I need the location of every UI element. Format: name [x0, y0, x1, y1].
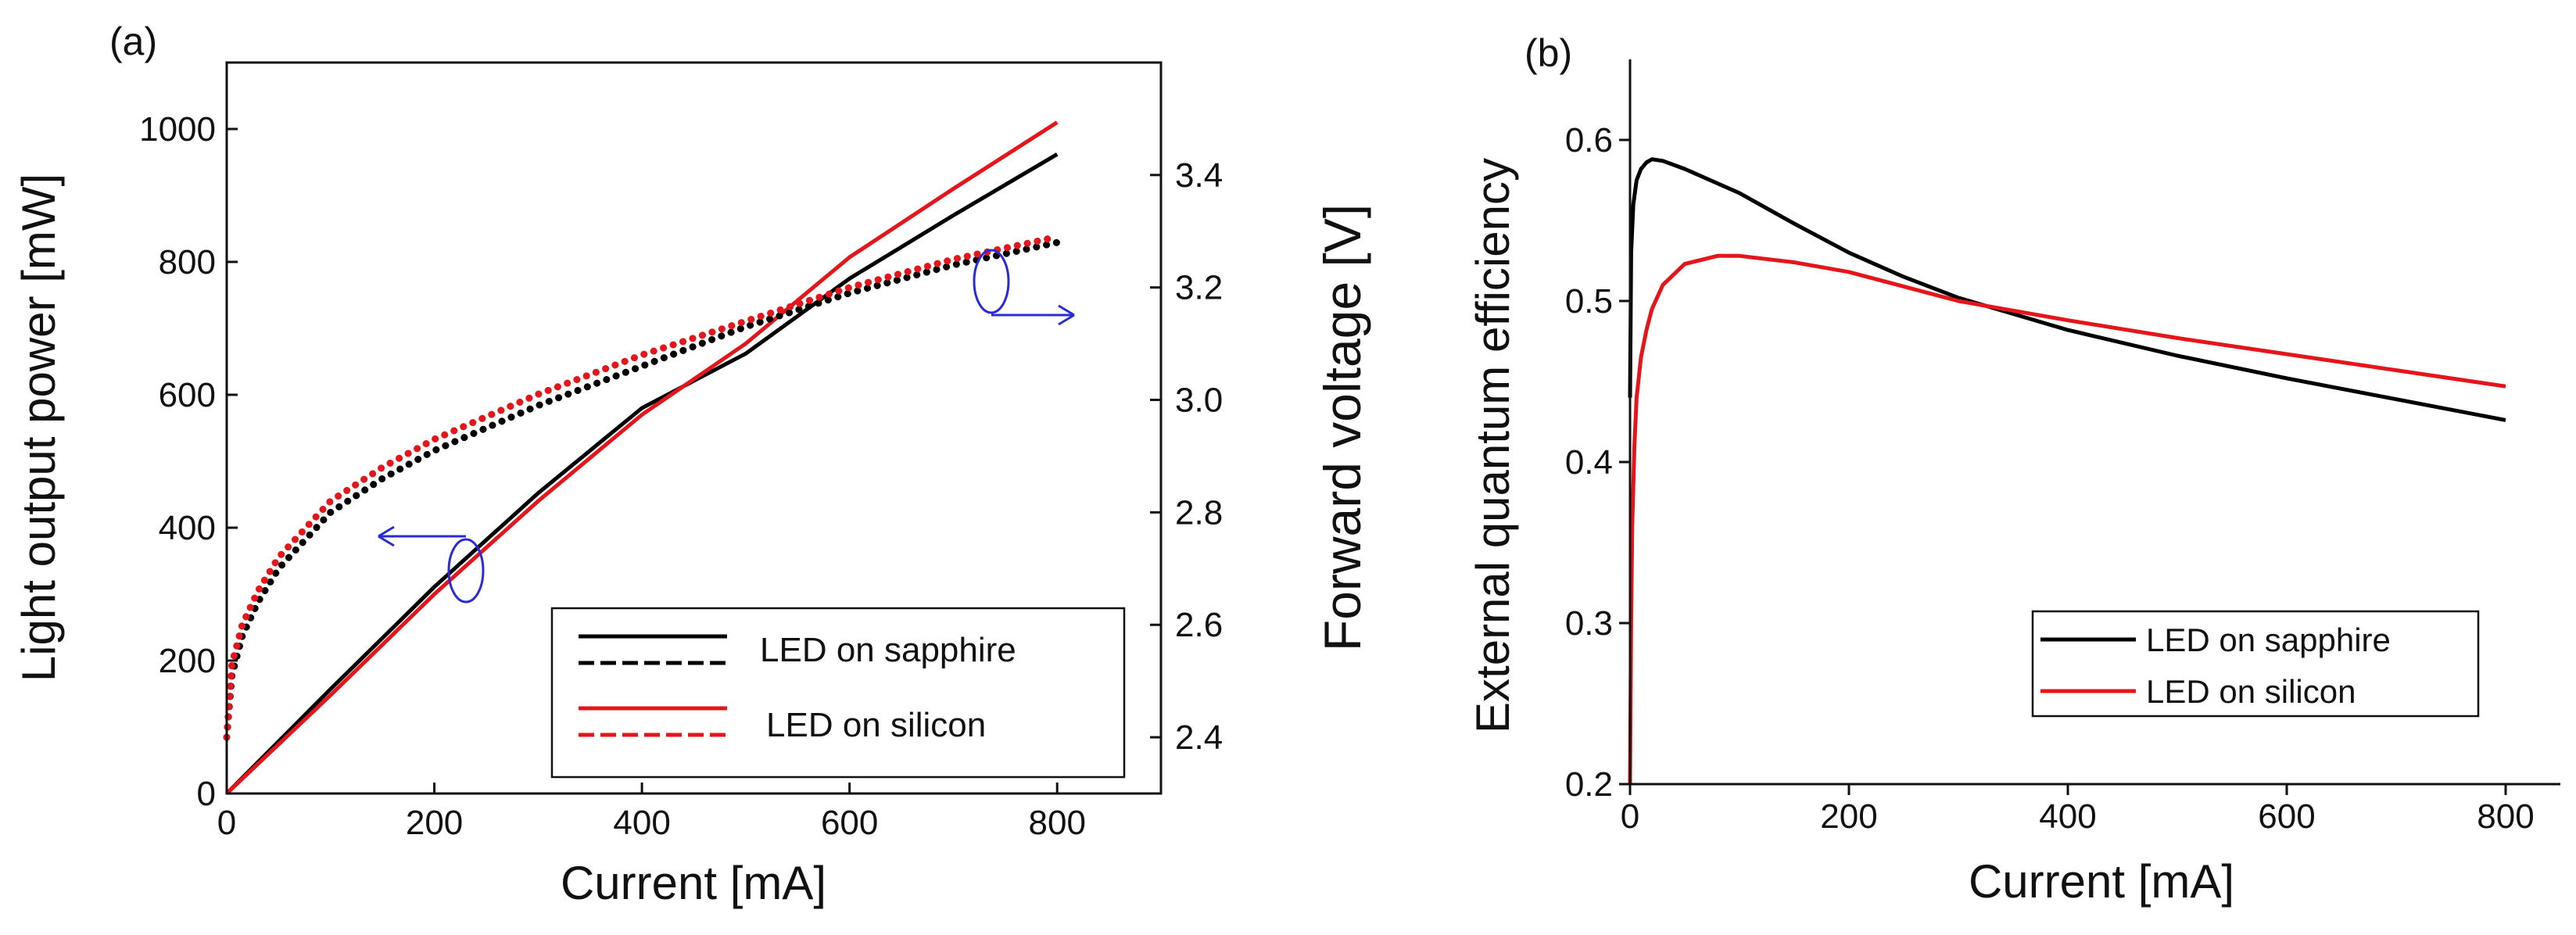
a-y-tick-label: 800: [159, 243, 216, 281]
a-series-2-line: [223, 238, 1061, 741]
b-x-tick-label: 400: [2039, 797, 2096, 836]
panel-b-plot-area: [1628, 157, 2506, 785]
panel-a-plot-area: [223, 120, 1061, 795]
panel-a-x-axis-title: Current [mA]: [561, 857, 826, 909]
panel-a-frame: [225, 61, 1163, 795]
a-x-tick-label: 400: [613, 804, 670, 842]
right-axis-indicator: [973, 249, 1075, 326]
panel-a-y-axis-title: Light output power [mW]: [13, 174, 65, 682]
b-y-tick-label: 0.3: [1565, 604, 1613, 643]
b-x-tick-label: 800: [2477, 797, 2534, 836]
panel-b-y-ticks: 0.2 0.3 0.4 0.5 0.6: [1565, 59, 2560, 804]
legend-b-sapphire-label: LED on sapphire: [2146, 622, 2391, 658]
panel-a-x-ticks: 0 200 400 600 800: [217, 783, 1086, 842]
a-y2-tick-label: 3.0: [1175, 382, 1223, 420]
a-y-tick-label: 400: [159, 509, 216, 547]
a-x-tick-label: 200: [406, 804, 463, 842]
a-series-1-line: [225, 120, 1059, 795]
panel-a-y-ticks: 0 200 400 600 800 1000: [139, 110, 238, 813]
panel-b-legend: LED on sapphire LED on silicon: [2031, 610, 2480, 718]
panel-b-y-axis-title: External quantum efficiency: [1467, 158, 1519, 733]
a-series-3-line: [223, 233, 1061, 741]
panel-a-y2-axis-title: Forward voltage [V]: [1313, 204, 1371, 651]
panel-a-y2-ticks: 2.4 2.6 2.8 3.0 3.2 3.4: [1150, 156, 1223, 757]
right-arrow-head-icon: [1058, 304, 1075, 326]
left-axis-indicator: [378, 525, 485, 604]
legend-a-silicon-label: LED on silicon: [766, 706, 986, 744]
b-series-0-line: [1628, 157, 2506, 422]
a-y-tick-label: 200: [159, 642, 216, 680]
panel-a-label: (a): [109, 20, 157, 63]
b-y-tick-label: 0.2: [1565, 765, 1613, 804]
b-x-tick-label: 200: [1820, 797, 1877, 836]
b-series-1-line: [1628, 253, 2506, 785]
a-x-tick-label: 600: [821, 804, 878, 842]
b-y-tick-label: 0.6: [1565, 121, 1613, 159]
legend-a-sapphire-label: LED on sapphire: [760, 631, 1016, 669]
a-y-tick-label: 0: [197, 775, 216, 813]
panel-b-label: (b): [1524, 31, 1572, 75]
panel-b-x-ticks: 0 200 400 600 800: [1621, 784, 2535, 836]
b-y-tick-label: 0.4: [1565, 443, 1613, 482]
a-y2-tick-label: 2.6: [1175, 606, 1223, 644]
right-axis-indicator-ellipse: [973, 249, 1010, 314]
panel-b: (b) 0 200 400 600 800 0.2 0.3 0.4 0.5 0.6 Curren…: [1467, 31, 2560, 908]
a-x-tick-label: 800: [1029, 804, 1086, 842]
b-x-tick-label: 0: [1621, 797, 1639, 836]
a-y2-tick-label: 3.2: [1175, 269, 1223, 307]
a-y2-tick-label: 3.4: [1175, 156, 1223, 195]
left-arrow-head-icon: [378, 525, 395, 547]
a-y2-tick-label: 2.4: [1175, 718, 1223, 757]
panel-b-x-axis-title: Current [mA]: [1969, 855, 2234, 908]
panel-a-legend: LED on sapphire LED on silicon: [550, 607, 1126, 779]
legend-b-silicon-label: LED on silicon: [2146, 673, 2356, 710]
a-y-tick-label: 600: [159, 376, 216, 414]
left-axis-indicator-ellipse: [447, 538, 485, 604]
a-x-tick-label: 0: [217, 804, 236, 842]
a-y-tick-label: 1000: [139, 110, 216, 149]
b-x-tick-label: 600: [2258, 797, 2315, 836]
panel-b-legend-box: [2031, 610, 2480, 718]
b-y-tick-label: 0.5: [1565, 282, 1613, 321]
a-series-0-line: [225, 152, 1059, 795]
a-y2-tick-label: 2.8: [1175, 493, 1223, 532]
